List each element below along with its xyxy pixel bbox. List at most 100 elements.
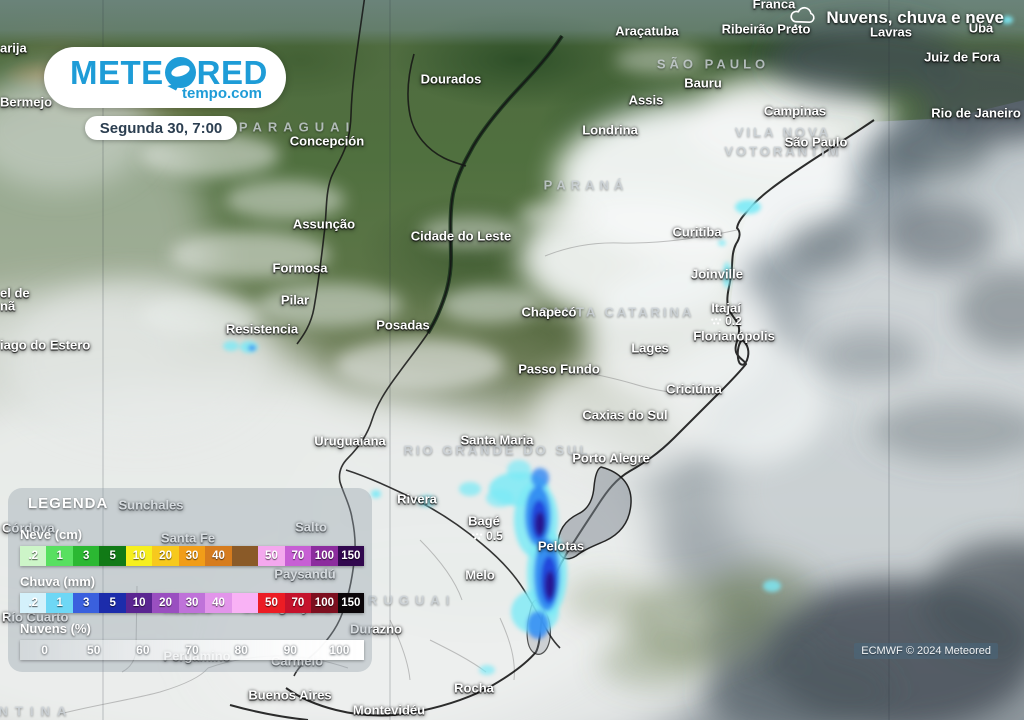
legend-color-cell: 3 xyxy=(72,593,100,613)
city-label: Resistencia xyxy=(225,321,299,337)
city-label: Concepción xyxy=(289,133,365,149)
layer-indicator-label: Nuvens, chuva e neve xyxy=(826,8,1004,27)
legend-panel: LEGENDA Neve (cm) .2 1 3 5 10 20 30 40 50 70 100 150… xyxy=(8,488,372,672)
city-label: Criciúma xyxy=(666,381,722,397)
rain-drops-icon xyxy=(711,317,722,324)
meteored-logo[interactable]: METE RED tempo.com xyxy=(44,47,286,108)
city-label: Pilar xyxy=(280,292,310,308)
precip-value: 0.5 xyxy=(486,529,503,543)
legend-tick: 0 xyxy=(41,643,48,657)
legend-color-cell: 150 xyxy=(337,593,365,613)
legend-color-cell: 10 xyxy=(125,546,153,566)
city-label: Cidade do Leste xyxy=(410,228,512,244)
legend-color-cell: 20 xyxy=(152,593,179,613)
legend-color-cell: 1 xyxy=(46,593,73,613)
city-label: Pelotas xyxy=(537,538,585,554)
city-label: São Paulo xyxy=(784,134,848,150)
layer-indicator: Nuvens, chuva e neve xyxy=(788,6,1004,30)
cloud-rain-icon xyxy=(790,6,816,29)
city-label: Rocha xyxy=(454,680,494,696)
city-label: Santa Maria xyxy=(460,432,534,448)
legend-color-cell: 150 xyxy=(337,546,365,566)
city-label: Araçatuba xyxy=(615,23,679,39)
city-label: Córdova xyxy=(2,520,55,536)
city-label: Uruguaiana xyxy=(314,433,386,449)
attribution-badge: ECMWF © 2024 Meteored xyxy=(854,643,998,659)
legend-color-cell: .2 xyxy=(20,593,47,613)
city-label: Salto xyxy=(295,519,327,535)
city-label: Paysandú xyxy=(274,566,336,582)
legend-scale-label: Nuvens (%) xyxy=(20,621,91,636)
timestamp-text: Segunda 30, 7:00 xyxy=(99,119,223,137)
city-label: Posadas xyxy=(376,317,430,333)
city-label: Melo xyxy=(465,567,495,583)
city-label: Bagé xyxy=(468,513,500,529)
legend-tick: 50 xyxy=(87,643,101,657)
city-label: Durazno xyxy=(350,621,402,637)
city-label: Lages xyxy=(631,340,669,356)
legend-scale-bar: .2 1 3 5 10 20 30 40 50 70 100 150 xyxy=(20,593,365,613)
legend-tick: 60 xyxy=(136,643,150,657)
legend-color-cell: 5 xyxy=(99,593,126,613)
city-label: Londrina xyxy=(582,122,638,138)
legend-color-cell: 50 xyxy=(258,546,285,566)
city-label: Montevidéu xyxy=(352,702,426,718)
logo-subtitle: tempo.com xyxy=(181,85,262,102)
legend-color-cell: 30 xyxy=(178,546,206,566)
city-label: Ubá xyxy=(968,20,994,36)
region-label: PARAGUAI xyxy=(238,119,356,135)
city-label: Franca xyxy=(752,0,796,12)
logo-o-icon xyxy=(164,57,196,88)
legend-color-cell: 3 xyxy=(72,546,100,566)
legend-color-cell: 40 xyxy=(205,546,232,566)
logo-brand: METE RED xyxy=(70,56,268,89)
city-label: Itajaí xyxy=(711,300,741,316)
city-label: Joinville xyxy=(690,266,744,282)
city-label: Chapecó xyxy=(521,304,577,320)
city-label: Ribeirão Preto xyxy=(721,21,811,37)
legend-color-cell: 50 xyxy=(258,593,285,613)
city-label: Rivera xyxy=(397,491,437,507)
city-label: Río Cuarto xyxy=(2,609,69,625)
legend-tick: 70 xyxy=(185,643,199,657)
rain-drops-icon xyxy=(472,532,483,539)
region-label: RIO GRANDE DO SUL xyxy=(403,442,591,458)
city-label: iago do Estero xyxy=(0,337,91,353)
legend-title: LEGENDA xyxy=(28,495,109,512)
city-label: Assis xyxy=(628,92,664,108)
city-label: Lavras xyxy=(870,24,912,40)
legend-scales: Neve (cm) .2 1 3 5 10 20 30 40 50 70 100 150 Chuva (m… xyxy=(8,527,372,660)
legend-scale-bar: 0 50 60 70 80 90 100 xyxy=(20,640,364,660)
legend-color-cell: 70 xyxy=(284,593,312,613)
city-label: Assunção xyxy=(292,216,356,232)
region-label: SÃO PAULO xyxy=(656,56,770,72)
city-label: arija xyxy=(0,40,27,56)
city-label: el de xyxy=(0,285,30,301)
city-label: Juiz de Fora xyxy=(924,49,1000,65)
region-label: PARANÁ xyxy=(543,177,629,193)
logo-brand-left: METE xyxy=(70,54,164,91)
legend-color-cell: 70 xyxy=(284,546,312,566)
city-label: Dourados xyxy=(420,71,482,87)
region-label: VILA NOVA xyxy=(734,124,832,140)
region-label: VOTORANTIM xyxy=(724,143,842,159)
city-label: Bauru xyxy=(684,75,722,91)
city-label: nã xyxy=(0,298,16,314)
city-label: Passo Fundo xyxy=(518,361,600,377)
city-label: Florianópolis xyxy=(693,328,775,344)
city-label: Campinas xyxy=(763,103,827,119)
precip-annotation: 0.2 xyxy=(710,314,742,328)
region-label: SANTA CATARINA xyxy=(539,304,695,320)
region-label: URUGUAI xyxy=(352,592,456,608)
legend-color-cell: 100 xyxy=(311,593,338,613)
city-label: Formosa xyxy=(272,260,328,276)
legend-color-cell: 20 xyxy=(152,546,179,566)
legend-scale-label: Chuva (mm) xyxy=(20,574,96,589)
legend-color-cell xyxy=(231,546,259,566)
legend-tick: 100 xyxy=(329,643,350,657)
region-label: NTINA xyxy=(0,703,74,719)
